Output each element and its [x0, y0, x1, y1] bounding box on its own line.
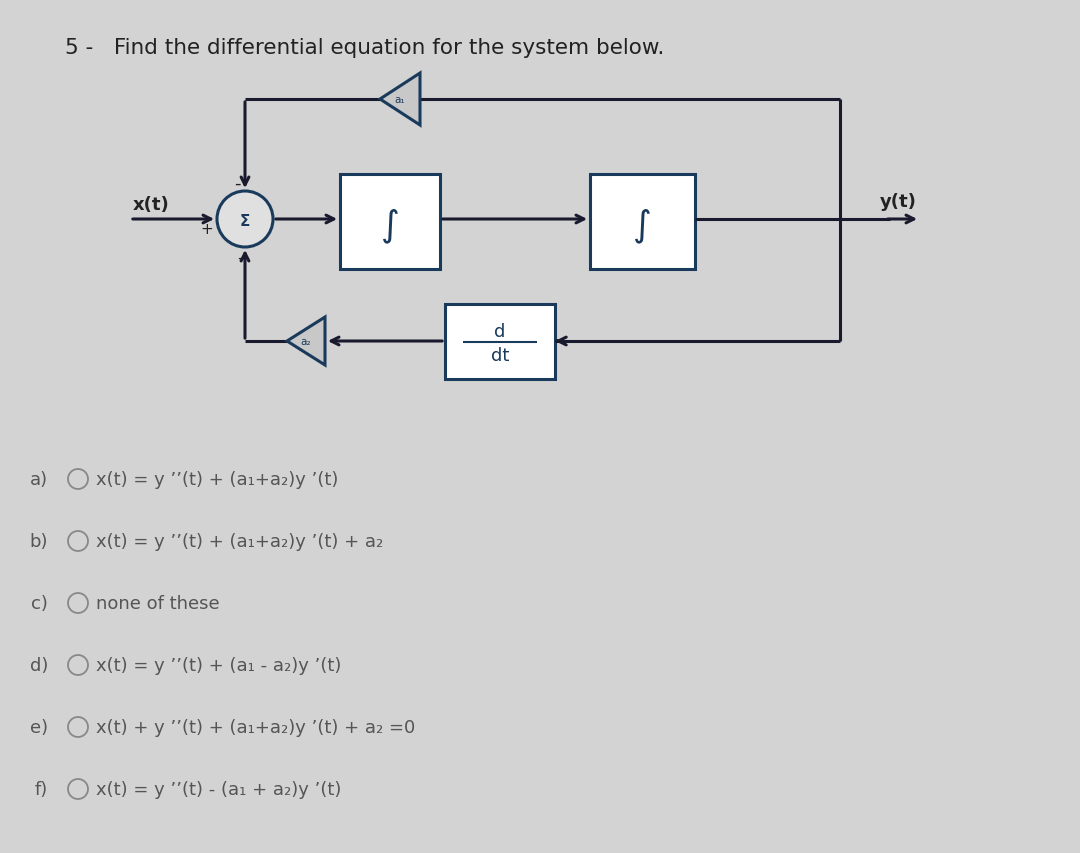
Text: x(t): x(t): [133, 196, 170, 214]
Text: f): f): [35, 780, 48, 798]
Polygon shape: [287, 317, 325, 366]
Text: e): e): [30, 718, 48, 736]
Text: -: -: [237, 249, 243, 267]
Text: Σ: Σ: [240, 214, 251, 229]
FancyBboxPatch shape: [445, 305, 555, 380]
Text: +: +: [201, 223, 214, 237]
Text: d): d): [29, 656, 48, 674]
Text: ∫: ∫: [380, 208, 400, 242]
Text: d: d: [495, 323, 505, 341]
Text: ∫: ∫: [633, 208, 652, 242]
Text: a): a): [30, 471, 48, 489]
Text: dt: dt: [490, 347, 509, 365]
FancyBboxPatch shape: [340, 175, 440, 270]
Circle shape: [217, 192, 273, 247]
Polygon shape: [380, 74, 420, 126]
Text: a₁: a₁: [394, 95, 405, 105]
Text: c): c): [31, 595, 48, 612]
Text: y(t): y(t): [880, 193, 917, 211]
Text: x(t) = y ’’(t) + (a₁ - a₂)y ’(t): x(t) = y ’’(t) + (a₁ - a₂)y ’(t): [96, 656, 341, 674]
Text: a₂: a₂: [300, 337, 311, 346]
Text: -: -: [233, 175, 240, 193]
Text: x(t) = y ’’(t) + (a₁+a₂)y ’(t): x(t) = y ’’(t) + (a₁+a₂)y ’(t): [96, 471, 338, 489]
Text: b): b): [29, 532, 48, 550]
Text: 5 -   Find the differential equation for the system below.: 5 - Find the differential equation for t…: [65, 38, 664, 58]
Text: x(t) = y ’’(t) - (a₁ + a₂)y ’(t): x(t) = y ’’(t) - (a₁ + a₂)y ’(t): [96, 780, 341, 798]
Text: none of these: none of these: [96, 595, 219, 612]
FancyBboxPatch shape: [590, 175, 696, 270]
Text: x(t) = y ’’(t) + (a₁+a₂)y ’(t) + a₂: x(t) = y ’’(t) + (a₁+a₂)y ’(t) + a₂: [96, 532, 383, 550]
Text: x(t) + y ’’(t) + (a₁+a₂)y ’(t) + a₂ =0: x(t) + y ’’(t) + (a₁+a₂)y ’(t) + a₂ =0: [96, 718, 415, 736]
